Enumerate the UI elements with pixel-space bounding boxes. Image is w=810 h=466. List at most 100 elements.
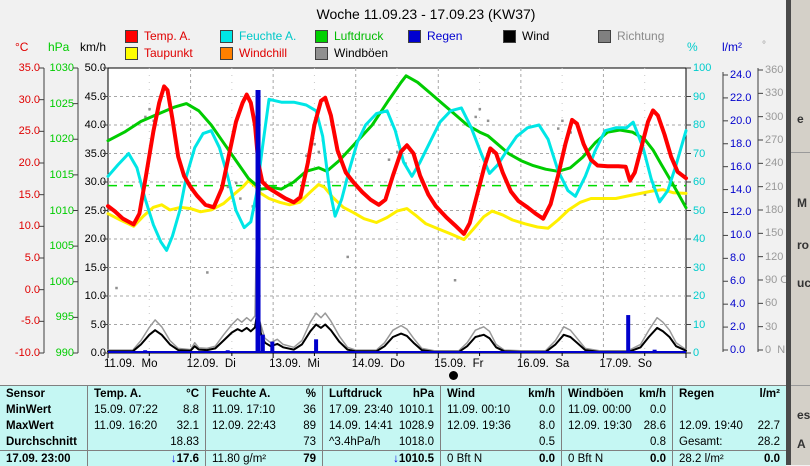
table-cell: l/m² bbox=[759, 388, 780, 400]
axis-tick-label: 995 bbox=[55, 311, 74, 324]
table-cell: 0.0 bbox=[539, 453, 555, 465]
table-cell: 0 Bft N bbox=[568, 453, 604, 465]
series-luftdruck bbox=[106, 74, 688, 210]
richtung-color-swatch-icon bbox=[598, 29, 611, 43]
day-label: 13.09. Mi bbox=[269, 358, 320, 370]
day-label: 14.09. Do bbox=[351, 358, 405, 370]
legend-item-temp-a[interactable]: Temp. A. bbox=[125, 29, 191, 43]
table-row: Sensor bbox=[0, 386, 87, 402]
table-cell: 0.5 bbox=[539, 436, 555, 448]
axis-tick-label: 20.0 bbox=[84, 233, 106, 245]
table-row: Luftdruck hPa bbox=[323, 386, 440, 402]
table-row: 15.09. 07:22 8.8 bbox=[88, 402, 205, 418]
table-cell: 0.8 bbox=[650, 436, 666, 448]
trend-down-icon: ↓ bbox=[393, 453, 399, 465]
axis-tick-label: 60 bbox=[765, 297, 778, 310]
background-window-sliver[interactable] bbox=[786, 0, 810, 465]
table-cell: km/h bbox=[528, 388, 555, 400]
legend-item-wind[interactable]: Wind bbox=[503, 29, 549, 43]
axis-tick-label: 16.0 bbox=[730, 160, 752, 173]
regen-color-swatch-icon bbox=[408, 29, 421, 43]
legend-item-windboeen[interactable]: Windböen bbox=[315, 46, 388, 60]
axis-tick-label: 100 bbox=[693, 62, 712, 74]
humidity-axis-ticks: 100 90 80 70 60 50 40 30 20 10 0 bbox=[693, 61, 727, 360]
direction-axis-ticks: 360 N 330 300 270 W 240 210 180 S 150 120 90 O 60 3… bbox=[765, 63, 805, 357]
table-cell: Sensor bbox=[6, 388, 45, 400]
axis-tick-label: 35.0 bbox=[18, 62, 40, 74]
day-label: 17.09. So bbox=[599, 358, 652, 370]
table-cell: 17.09. 23:00 bbox=[6, 453, 71, 465]
axis-tick-label: 240 bbox=[765, 157, 784, 170]
day-label: 12.09. Di bbox=[186, 358, 236, 370]
table-cell: 0.0 bbox=[539, 404, 555, 416]
table-row-labels: Sensor MinWert MaxWert Durchschnitt 17.09. 2… bbox=[0, 386, 87, 466]
axis-tick-label: 80 bbox=[693, 119, 706, 131]
axis-tick-label: 30.0 bbox=[84, 176, 106, 188]
axis-tick-label: -10.0 bbox=[14, 346, 40, 359]
table-row: 11.09. 16:20 32.1 bbox=[88, 418, 205, 434]
axis-tick-label: 15.0 bbox=[18, 188, 40, 201]
axis-tick-label: 25.0 bbox=[18, 125, 40, 138]
table-cell: 0.0 bbox=[764, 453, 780, 465]
legend-label: Temp. A. bbox=[144, 29, 191, 43]
rain-axis-ticks: 24.0 22.0 20.0 18.0 16.0 14.0 12.0 10.0 8.0 6.0 4.… bbox=[730, 68, 762, 357]
axis-tick-label: 120 bbox=[765, 250, 784, 263]
axis-tick-label: 2.0 bbox=[730, 320, 746, 333]
axis-tick-label: 20.0 bbox=[730, 114, 752, 127]
table-row: Gesamt: 28.2 bbox=[673, 434, 786, 450]
table-cell: 18.83 bbox=[170, 436, 199, 448]
axis-tick-label: 5.0 bbox=[24, 251, 40, 264]
background-window-text-fragment: uc bbox=[797, 276, 810, 290]
axis-tick-label: 1025 bbox=[49, 97, 74, 110]
wind-color-swatch-icon bbox=[503, 29, 516, 43]
background-window-text-fragment: e bbox=[797, 112, 804, 126]
legend-item-luftdruck[interactable]: Luftdruck bbox=[315, 29, 383, 43]
table-cell: 28.2 bbox=[757, 436, 780, 448]
legend-label: Regen bbox=[427, 29, 463, 43]
table-row: 0 Bft N 0.0 bbox=[562, 450, 672, 466]
day-label: 16.09. Sa bbox=[516, 358, 570, 370]
table-row: 12.09. 19:30 28.6 bbox=[562, 418, 672, 434]
table-row: 12.09. 19:36 8.0 bbox=[441, 418, 561, 434]
windchill-color-swatch-icon bbox=[220, 46, 233, 60]
table-cell: Durchschnitt bbox=[6, 436, 77, 448]
table-cell: 14.09. 14:41 bbox=[329, 420, 393, 432]
table-cell: 36 bbox=[303, 404, 316, 416]
axis-tick-label: -5.0 bbox=[21, 315, 40, 328]
axis-tick-label: 70 bbox=[693, 147, 706, 160]
table-cell: 89 bbox=[303, 420, 316, 432]
axis-tick-label: 45.0 bbox=[84, 90, 106, 103]
table-cell: 12.09. 19:36 bbox=[447, 420, 511, 432]
day-label: 11.09. Mo bbox=[104, 358, 158, 370]
table-row: 12.09. 19:40 22.7 bbox=[673, 418, 786, 434]
table-cell: 22.7 bbox=[757, 420, 780, 432]
legend-item-richtung[interactable]: Richtung bbox=[598, 29, 664, 43]
table-cell: Temp. A. bbox=[94, 388, 142, 400]
table-cell: 32.1 bbox=[176, 420, 199, 432]
axis-tick-label: 8.0 bbox=[730, 252, 746, 265]
legend-item-feuchte-a[interactable]: Feuchte A. bbox=[220, 29, 296, 43]
table-cell: 8.8 bbox=[183, 404, 199, 416]
table-row: 14.09. 14:41 1028.9 bbox=[323, 418, 440, 434]
series-taupunkt bbox=[106, 179, 688, 242]
table-column-regen: Regen l/m² 12.09. 19:40 22.7 Gesamt: 28.2 28.2… bbox=[672, 386, 786, 466]
axis-tick-label: 90 bbox=[693, 90, 706, 103]
legend-label: Feuchte A. bbox=[239, 29, 297, 43]
background-window-text-fragment: ro bbox=[797, 238, 809, 252]
new-moon-icon bbox=[449, 371, 458, 380]
axis-tick-label: 24.0 bbox=[730, 69, 752, 81]
legend-item-windchill[interactable]: Windchill bbox=[220, 46, 287, 60]
legend-item-regen[interactable]: Regen bbox=[408, 29, 462, 43]
table-cell: 11.80 g/m² bbox=[212, 453, 267, 465]
axis-tick-label: 4.0 bbox=[730, 298, 746, 311]
table-row: Windböen km/h bbox=[562, 386, 672, 402]
table-cell: ^3.4hPa/h bbox=[329, 436, 381, 448]
axis-tick-label: 10.0 bbox=[84, 290, 106, 302]
table-cell: Feuchte A. bbox=[212, 388, 271, 400]
table-cell: ↓1010.5 bbox=[393, 453, 434, 465]
table-column-feuchte-a-: Feuchte A.% 11.09. 17:10 36 12.09. 22:43 89 7… bbox=[205, 386, 322, 466]
table-row: 11.80 g/m² 79 bbox=[206, 450, 322, 466]
legend-item-taupunkt[interactable]: Taupunkt bbox=[125, 46, 193, 60]
wind-axis-ticks: 50.0 45.0 40.0 35.0 30.0 25.0 20.0 15.0 10.0 5.0 0… bbox=[76, 61, 106, 360]
